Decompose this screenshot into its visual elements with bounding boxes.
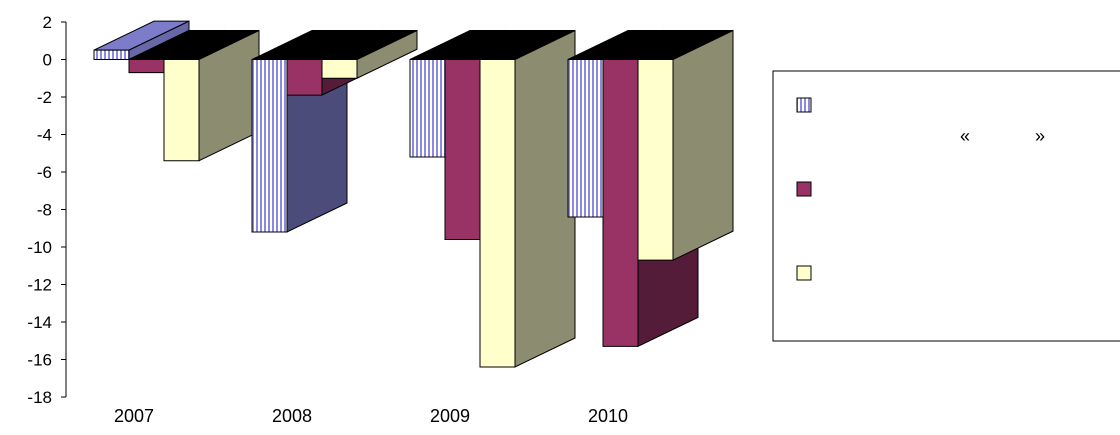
bar-front-face — [163, 59, 200, 162]
legend-swatch — [796, 97, 812, 113]
y-tick-label: -6 — [37, 163, 52, 182]
y-tick-label: -4 — [37, 126, 52, 145]
legend-quote-mark: « — [960, 126, 970, 146]
plot-area — [93, 20, 734, 368]
bar — [637, 29, 734, 261]
y-tick-label: -10 — [27, 238, 52, 257]
bar-side-face — [514, 29, 576, 368]
bar-front-face — [602, 59, 639, 347]
bar-front-face — [567, 59, 604, 218]
legend: «» — [772, 70, 1120, 342]
y-tick-label: -2 — [37, 88, 52, 107]
bar-front-face — [93, 49, 130, 60]
bar-front-face — [251, 59, 288, 233]
x-tick-label: 2007 — [114, 406, 154, 426]
y-tick-label: -8 — [37, 201, 52, 220]
x-tick-label: 2009 — [430, 406, 470, 426]
bar-front-face — [444, 59, 481, 240]
y-axis: 2 0 -2 -4 -6 -8 -10 -12 -14 -16 -18 — [27, 13, 67, 407]
y-tick-label: -18 — [27, 388, 52, 407]
bar-front-face — [321, 59, 358, 79]
bar — [321, 29, 418, 80]
bar-front-face — [409, 59, 446, 158]
legend-box — [772, 70, 1120, 342]
legend-swatch — [796, 181, 812, 197]
y-tick-label: 2 — [43, 13, 52, 32]
y-tick-label: -14 — [27, 313, 52, 332]
bar — [479, 29, 576, 368]
y-tick-label: -16 — [27, 351, 52, 370]
bar-front-face — [128, 59, 165, 74]
bar-side-face — [672, 29, 734, 261]
legend-swatch — [796, 265, 812, 281]
x-tick-label: 2008 — [272, 406, 312, 426]
bar-front-face — [637, 59, 674, 261]
bar-front-face — [286, 59, 323, 96]
x-axis: 2007 2008 2009 2010 — [114, 406, 628, 426]
x-tick-label: 2010 — [588, 406, 628, 426]
y-tick-label: -12 — [27, 276, 52, 295]
bar-front-face — [479, 59, 516, 368]
y-tick-label: 0 — [43, 51, 52, 70]
legend-quote-mark: » — [1035, 126, 1045, 146]
bar — [93, 20, 190, 61]
